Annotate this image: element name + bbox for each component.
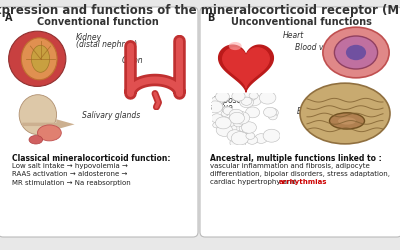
Circle shape [334,37,378,70]
Text: RAAS activation → aldosterone →: RAAS activation → aldosterone → [12,171,127,177]
Ellipse shape [338,118,356,125]
Circle shape [230,137,246,149]
Circle shape [211,114,223,123]
Text: A: A [5,13,12,23]
Text: MR stimulation → Na reabsorption: MR stimulation → Na reabsorption [12,179,131,185]
Circle shape [223,108,233,115]
Text: Unconventional functions: Unconventional functions [230,17,372,27]
Text: cardiac hypertrophy and: cardiac hypertrophy and [210,178,298,184]
Circle shape [246,95,262,106]
Ellipse shape [19,95,56,135]
Circle shape [242,90,257,102]
Text: (distal nephron): (distal nephron) [76,40,137,49]
Circle shape [231,132,248,145]
Text: vascular inflammation and fibrosis, adipocyte: vascular inflammation and fibrosis, adip… [210,162,370,168]
Text: differentiation, bipolar disorders, stress adaptation,: differentiation, bipolar disorders, stre… [210,170,390,176]
Circle shape [234,120,243,127]
Text: B: B [207,13,214,23]
Text: Classical mineralocorticoid function:: Classical mineralocorticoid function: [12,154,170,162]
Circle shape [222,107,231,114]
Circle shape [216,124,232,137]
Text: Blood vessel: Blood vessel [295,43,343,52]
Text: Colon: Colon [122,56,144,65]
Text: Adipose: Adipose [211,96,242,104]
Ellipse shape [300,84,390,144]
Ellipse shape [9,32,66,87]
Circle shape [220,119,229,126]
Ellipse shape [229,43,242,51]
Circle shape [266,109,278,118]
Circle shape [264,108,276,118]
Ellipse shape [38,126,61,141]
Circle shape [207,102,223,114]
Polygon shape [219,46,273,92]
Circle shape [207,98,223,110]
Text: Salivary glands: Salivary glands [82,110,140,120]
Circle shape [224,118,237,127]
Text: Low salt intake → hypovolemia →: Low salt intake → hypovolemia → [12,162,128,168]
Text: Heart: Heart [283,31,304,40]
Circle shape [323,28,389,78]
Circle shape [241,98,252,106]
Text: Ancestral, multiple functions linked to :: Ancestral, multiple functions linked to … [210,154,382,162]
Circle shape [221,123,237,135]
Circle shape [255,134,268,144]
Circle shape [246,133,255,140]
Circle shape [265,109,274,115]
Text: Expression and functions of the mineralocorticoid receptor (MR): Expression and functions of the mineralo… [0,4,400,17]
FancyBboxPatch shape [200,8,400,237]
Text: Brain (hippocampus): Brain (hippocampus) [297,106,377,116]
Ellipse shape [330,113,364,130]
Circle shape [268,114,277,120]
FancyBboxPatch shape [0,8,198,237]
Circle shape [227,130,243,142]
Circle shape [249,93,258,100]
Circle shape [232,92,245,102]
Circle shape [240,98,254,108]
Text: Conventional function: Conventional function [37,17,159,27]
Circle shape [221,112,228,117]
Circle shape [242,122,256,134]
Circle shape [216,92,229,102]
Circle shape [346,46,366,61]
Circle shape [216,118,231,129]
Ellipse shape [31,46,50,73]
Circle shape [263,130,280,142]
Polygon shape [223,49,269,88]
Circle shape [233,112,250,124]
Circle shape [247,136,258,145]
Circle shape [229,110,243,121]
Circle shape [229,113,244,124]
Ellipse shape [21,39,57,80]
Circle shape [259,92,276,105]
Circle shape [213,123,220,128]
Circle shape [211,97,223,106]
Text: tissue: tissue [211,102,234,112]
Circle shape [239,125,249,133]
Text: Kidney: Kidney [76,33,102,42]
Text: arrhythmias: arrhythmias [279,178,328,184]
Ellipse shape [29,136,42,144]
Circle shape [246,108,260,118]
FancyArrow shape [22,120,74,130]
Circle shape [242,129,249,134]
